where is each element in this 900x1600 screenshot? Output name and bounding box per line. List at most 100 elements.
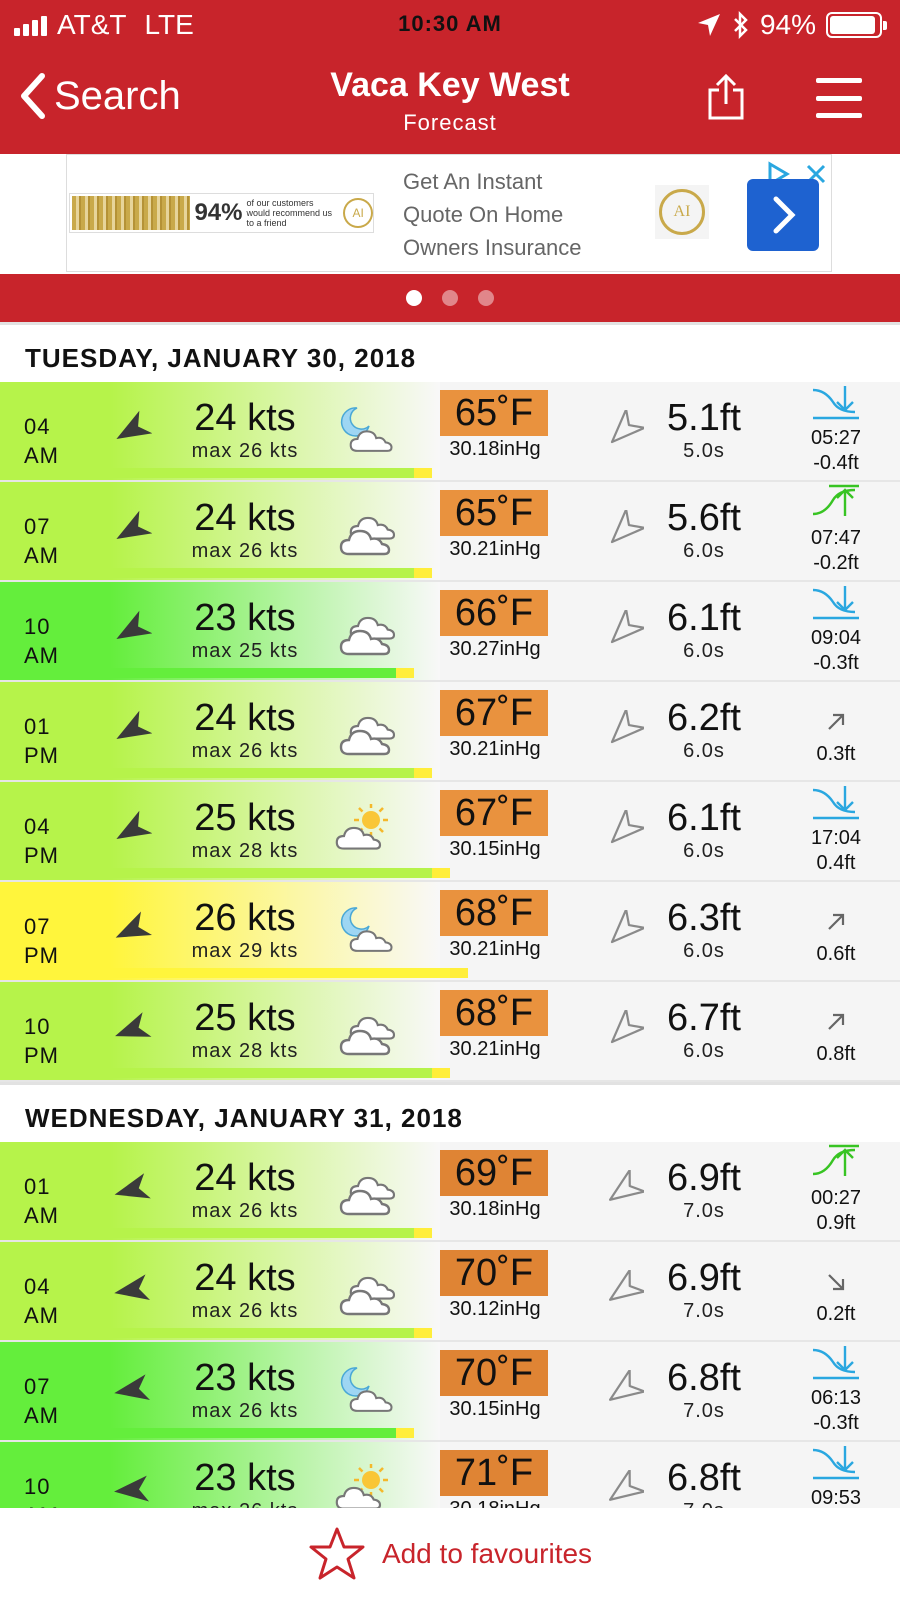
tide-time: 09:53 [810,1487,862,1508]
ad-image-banner: 94% of our customers would recommend us … [69,193,374,233]
tide-time: 06:13 [810,1387,862,1409]
tide-icon-wrap [790,1008,882,1042]
forecast-list[interactable]: TUESDAY, JANUARY 30, 2018 04 AM 24 kts max 2… [0,322,900,1508]
tide-time: 00:27 [810,1187,862,1209]
tide-icon-wrap [790,1144,882,1186]
forecast-row[interactable]: 04 AM 24 kts max 26 kts 70˚F 30.12inHg 6.9ft 7.… [0,1242,900,1342]
swell-direction-icon [604,908,646,955]
pressure: 30.18inHg [438,1498,552,1508]
tide-time: 07:47 [810,527,862,549]
forecast-row[interactable]: 04 AM 24 kts max 26 kts 65˚F 30.18inHg 5.1ft 5.… [0,382,900,482]
swell-direction-icon [604,1008,646,1055]
add-favourites-button[interactable]: Add to favourites [0,1508,900,1600]
row-ampm: AM [24,1203,59,1228]
menu-line-icon [816,78,862,83]
wind-gust-bar [414,468,432,478]
row-ampm: AM [24,443,59,468]
swell-direction-icon [604,1269,646,1315]
ad-go-button[interactable] [747,179,819,251]
back-label: Search [54,73,181,118]
menu-button[interactable] [816,78,862,118]
swell-period: 7.0s [683,1300,725,1322]
page-indicator[interactable] [0,274,900,322]
forecast-row[interactable]: 01 PM 24 kts max 26 kts 67˚F 30.21inHg 6.2ft 6.… [0,682,900,782]
swell-period: 7.0s [683,1400,725,1422]
wind-direction-icon [112,410,153,455]
back-button[interactable]: Search [18,72,181,120]
swell-direction-icon [604,808,646,855]
forecast-row[interactable]: 10 PM 25 kts max 28 kts 68˚F 30.21inHg 6.7ft 6.… [0,982,900,1082]
forecast-row[interactable]: 07 AM 23 kts max 26 kts 70˚F 30.15inHg 6.8ft 7.… [0,1342,900,1442]
forecast-row[interactable]: 04 PM 25 kts max 28 kts 67˚F 30.15inHg 6.1ft 6.… [0,782,900,882]
pressure: 30.15inHg [449,838,541,860]
wind-direction-icon [112,1170,152,1215]
tide-up-arrow-icon [824,710,848,741]
row-time: 01 PM [24,712,59,770]
share-icon [708,73,744,120]
moon-cloud-icon [335,904,395,961]
row-ampm: PM [24,1043,59,1068]
wind-direction-icon [112,910,152,955]
cloud-icon [335,1264,396,1321]
page-dot[interactable] [478,290,494,306]
row-ampm: PM [24,843,59,868]
swell-direction-icon [604,1469,646,1508]
tide-height: 0.4ft [816,852,856,874]
swell-direction-icon [604,608,646,655]
forecast-row[interactable]: 07 AM 24 kts max 26 kts 65˚F 30.21inHg 5.6ft 6.… [0,482,900,582]
swell-period: 6.0s [683,1040,725,1062]
carrier-label: AT&T [57,9,127,40]
moon-cloud-icon [335,404,395,461]
cloud-icon [335,604,396,661]
tide-icon-wrap [790,385,882,426]
swell-cell: 5.1ft 5.0s [645,396,763,463]
page-dot[interactable] [406,290,422,306]
tide-icon-wrap [790,908,882,942]
ad-banner[interactable]: 94% of our customers would recommend us … [66,154,832,272]
row-time: 10 AM [24,612,59,670]
tide-cell: 09:04 -0.3ft [790,585,882,676]
cloud-icon [335,1004,396,1061]
swell-period: 7.0s [645,1500,763,1508]
wind-gust-bar [414,568,432,578]
row-ampm: AM [24,543,59,568]
cloud-icon [335,1164,396,1221]
row-time: 01 AM [24,1172,59,1230]
battery-percent: 94% [759,9,816,40]
wind-max: max 26 kts [191,540,299,562]
pressure: 30.21inHg [449,738,541,760]
row-time: 07 AM [24,1372,59,1430]
share-button[interactable] [706,73,746,125]
battery-icon [826,12,887,38]
row-time: 04 PM [24,812,59,870]
forecast-row[interactable]: 01 AM 24 kts max 26 kts 69˚F 30.18inHg 6.9ft 7.… [0,1142,900,1242]
wind-speed: 24 kts [194,697,296,739]
tide-height: 0.3ft [816,743,856,765]
page-dot[interactable] [442,290,458,306]
swell-height: 6.8ft [667,1357,741,1399]
cloud-icon [335,704,396,761]
ad-copy-line: Owners Insurance [403,235,582,260]
tide-icon-wrap [790,585,882,626]
wind-speed: 25 kts [194,997,296,1039]
forecast-row[interactable]: 07 PM 26 kts max 29 kts 68˚F 30.21inHg 6.3ft 6.… [0,882,900,982]
tide-icon-wrap [790,785,882,826]
swell-height: 6.7ft [667,997,741,1039]
wind-speed: 24 kts [194,1257,296,1299]
wind-cell: 26 kts max 29 kts [165,896,325,963]
row-hour: 04 [24,814,51,839]
forecast-row[interactable]: 10 AM 23 kts max 25 kts 66˚F 30.27inHg 6.1ft 6.… [0,582,900,682]
swell-cell: 6.2ft 6.0s [645,696,763,763]
swell-height: 6.1ft [667,597,741,639]
wind-gust-bar [432,868,450,878]
row-hour: 01 [24,1174,51,1199]
status-right: 94% [696,9,887,41]
sun-cloud-icon [335,803,395,861]
wind-speed: 23 kts [194,1357,296,1399]
temperature: 65˚F [440,490,548,536]
row-ampm: AM [24,1501,59,1508]
pressure: 30.21inHg [449,538,541,560]
wind-speed: 26 kts [194,897,296,939]
